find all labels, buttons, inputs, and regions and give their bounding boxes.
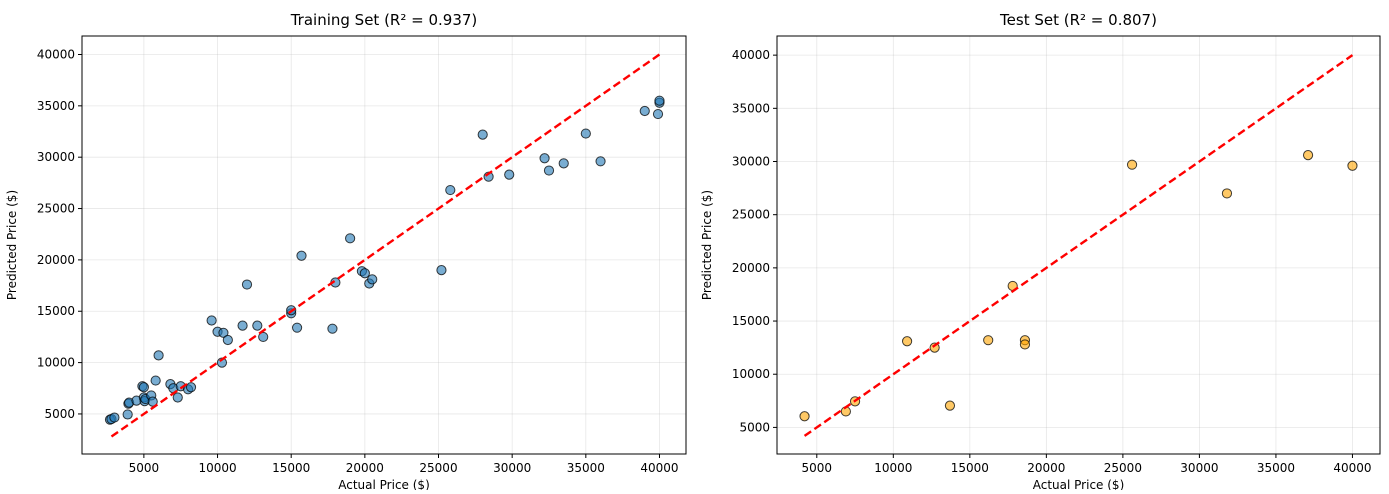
- data-point: [237, 320, 248, 331]
- y-tick-label: 35000: [37, 99, 75, 113]
- x-tick-label: 15000: [951, 461, 989, 475]
- data-point: [983, 335, 994, 346]
- y-tick-label: 5000: [44, 407, 75, 421]
- data-point: [654, 95, 665, 106]
- data-point: [543, 165, 555, 176]
- data-point: [291, 322, 303, 333]
- x-tick-label: 25000: [419, 461, 457, 475]
- data-point: [652, 108, 664, 120]
- data-point: [558, 158, 569, 169]
- data-point: [258, 331, 269, 343]
- y-tick-label: 25000: [37, 202, 75, 216]
- x-tick-label: 10000: [198, 461, 236, 475]
- data-point: [639, 105, 650, 117]
- data-point: [504, 169, 515, 180]
- chart-title: Test Set (R² = 0.807): [999, 11, 1157, 29]
- chart-panel-1: 5000 10000 15000 20000 25000 30000 35000 40000 5…: [5, 11, 687, 492]
- y-tick-label: 35000: [732, 101, 770, 115]
- data-point: [901, 336, 913, 347]
- data-point: [345, 233, 356, 244]
- x-tick-label: 20000: [346, 461, 384, 475]
- data-point: [327, 323, 338, 334]
- data-point: [595, 156, 606, 167]
- chart-panel-2: 5000 10000 15000 20000 25000 30000 35000 40000 5…: [700, 11, 1381, 492]
- data-point: [539, 153, 550, 164]
- data-point: [153, 350, 164, 361]
- plot-frame: [776, 35, 1381, 455]
- x-axis-label: Actual Price ($): [1033, 478, 1125, 490]
- y-tick-label: 20000: [37, 253, 75, 267]
- data-point: [138, 382, 149, 393]
- data-point: [109, 412, 120, 423]
- data-point: [147, 396, 158, 407]
- data-point: [222, 334, 233, 346]
- y-tick-label: 10000: [732, 367, 770, 381]
- data-point: [1302, 150, 1314, 161]
- data-point: [477, 129, 488, 140]
- data-point: [799, 411, 810, 422]
- data-point: [445, 184, 456, 196]
- data-point: [206, 315, 217, 326]
- data-point: [1126, 159, 1138, 170]
- y-tick-label: 40000: [732, 48, 770, 62]
- x-tick-label: 10000: [874, 461, 912, 475]
- y-tick-label: 30000: [732, 155, 770, 169]
- data-point: [172, 392, 183, 403]
- data-point: [241, 279, 253, 290]
- x-tick-label: 35000: [567, 461, 605, 475]
- y-tick-label: 15000: [732, 314, 770, 328]
- x-tick-label: 30000: [1180, 461, 1218, 475]
- x-tick-label: 30000: [493, 461, 531, 475]
- y-tick-label: 25000: [732, 208, 770, 222]
- chart-title: Training Set (R² = 0.937): [290, 11, 478, 29]
- data-point: [1347, 160, 1358, 171]
- y-tick-label: 15000: [37, 304, 75, 318]
- y-axis-label: Predicted Price ($): [5, 190, 19, 300]
- x-axis-label: Actual Price ($): [338, 478, 430, 490]
- reference-line: [803, 54, 1354, 437]
- data-point: [944, 400, 956, 411]
- y-tick-label: 30000: [37, 150, 75, 164]
- y-tick-label: 10000: [37, 356, 75, 370]
- data-point: [580, 128, 591, 139]
- x-tick-label: 40000: [640, 461, 678, 475]
- x-tick-label: 5000: [129, 461, 160, 475]
- data-point: [436, 265, 447, 276]
- data-point: [252, 320, 263, 331]
- x-tick-label: 25000: [1104, 461, 1142, 475]
- x-tick-label: 20000: [1027, 461, 1065, 475]
- data-point: [359, 268, 370, 279]
- data-point: [185, 382, 197, 393]
- data-point: [150, 375, 161, 386]
- x-tick-label: 15000: [272, 461, 310, 475]
- data-point: [122, 409, 133, 420]
- y-tick-label: 5000: [739, 420, 770, 434]
- data-point: [367, 274, 378, 285]
- x-tick-label: 5000: [802, 461, 833, 475]
- data-point: [296, 250, 307, 261]
- data-point: [1221, 188, 1233, 199]
- y-axis-label: Predicted Price ($): [700, 190, 714, 300]
- x-tick-label: 35000: [1257, 461, 1295, 475]
- y-tick-label: 40000: [37, 47, 75, 61]
- data-point: [1019, 339, 1031, 350]
- reference-line: [110, 53, 661, 438]
- x-tick-label: 40000: [1333, 461, 1371, 475]
- data-point: [218, 327, 229, 338]
- plot-frame: [81, 35, 687, 455]
- y-tick-label: 20000: [732, 261, 770, 275]
